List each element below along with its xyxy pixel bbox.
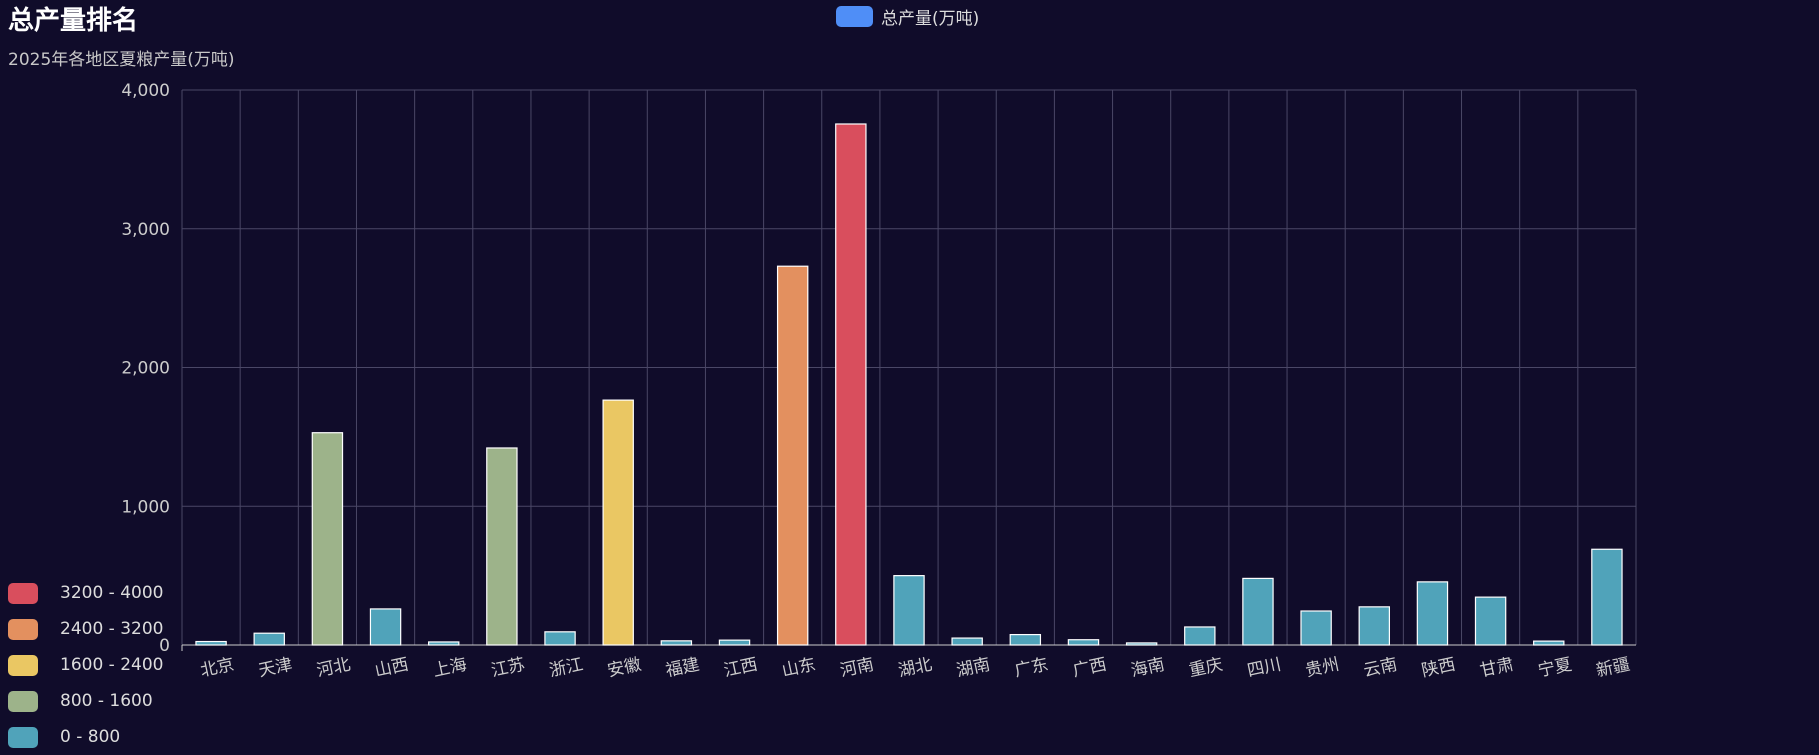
x-tick-label: 陕西 xyxy=(1420,655,1457,682)
bar[interactable] xyxy=(951,637,983,646)
visual-map-swatch xyxy=(8,618,38,640)
bar[interactable] xyxy=(1416,581,1449,646)
bar[interactable] xyxy=(660,640,693,646)
visual-map-swatch xyxy=(8,654,38,676)
bar[interactable] xyxy=(718,639,751,646)
x-tick-label: 四川 xyxy=(1245,655,1282,682)
visual-map-swatch xyxy=(8,726,38,748)
x-axis-labels: 北京 天津 河北 山西 上海 江苏 浙江 安徽 福建 江西 山东 河南 湖北 湖南 广东 广西 海南 重庆 四川 贵州… xyxy=(199,655,1632,682)
bar[interactable] xyxy=(1009,633,1042,646)
bar[interactable] xyxy=(1067,639,1100,646)
bar[interactable] xyxy=(1242,577,1274,646)
x-tick-label: 河北 xyxy=(315,655,352,682)
x-tick-label: 广东 xyxy=(1013,655,1050,682)
legend-swatch xyxy=(836,6,873,27)
y-tick-label: 1,000 xyxy=(121,497,170,517)
x-tick-label: 宁夏 xyxy=(1536,655,1573,682)
x-tick-label: 海南 xyxy=(1129,655,1166,682)
bar[interactable] xyxy=(602,399,634,646)
x-tick-label: 新疆 xyxy=(1594,655,1631,682)
x-tick-label: 山东 xyxy=(780,655,817,682)
bar[interactable] xyxy=(1474,596,1507,646)
x-tick-label: 甘肃 xyxy=(1478,655,1515,682)
visual-map-label: 1600 - 2400 xyxy=(60,655,164,675)
bar[interactable] xyxy=(311,432,344,646)
bar[interactable] xyxy=(544,631,576,646)
bar[interactable] xyxy=(1184,626,1216,646)
x-tick-label: 上海 xyxy=(431,655,468,682)
bar[interactable] xyxy=(1591,548,1623,646)
chart-title: 总产量排名 xyxy=(8,6,139,36)
visual-map-label: 3200 - 4000 xyxy=(60,583,164,603)
x-tick-label: 江苏 xyxy=(489,655,526,682)
bar[interactable] xyxy=(195,640,227,646)
x-tick-label: 湖南 xyxy=(955,655,992,682)
bar[interactable] xyxy=(1533,640,1565,646)
legend-label: 总产量(万吨) xyxy=(881,9,980,29)
x-tick-label: 福建 xyxy=(664,655,701,682)
visual-map-swatch xyxy=(8,582,38,604)
y-tick-label: 0 xyxy=(159,636,170,656)
bar[interactable] xyxy=(369,608,402,646)
bar[interactable] xyxy=(1125,642,1158,646)
visual-map-item[interactable]: 800 - 1600 xyxy=(8,683,163,719)
visual-map-item[interactable]: 1600 - 2400 xyxy=(8,647,163,683)
x-tick-label: 江西 xyxy=(722,655,759,682)
visual-map-label: 2400 - 3200 xyxy=(60,619,164,639)
x-tick-label: 广西 xyxy=(1071,655,1108,682)
bar[interactable] xyxy=(253,632,285,646)
x-tick-label: 北京 xyxy=(199,655,236,682)
chart-subtitle: 2025年各地区夏粮产量(万吨) xyxy=(8,50,235,70)
bar-series xyxy=(195,123,1623,646)
bar[interactable] xyxy=(1358,606,1391,646)
bar[interactable] xyxy=(486,447,518,646)
bar[interactable] xyxy=(776,265,809,646)
y-tick-label: 4,000 xyxy=(121,81,170,101)
x-tick-label: 云南 xyxy=(1362,655,1399,682)
legend-item-total-output[interactable]: 总产量(万吨) xyxy=(836,4,979,29)
bar[interactable] xyxy=(1300,610,1332,646)
x-tick-label: 湖北 xyxy=(897,655,934,682)
grid-lines xyxy=(181,89,1637,651)
x-tick-label: 天津 xyxy=(257,655,294,682)
visual-map-swatch xyxy=(8,690,38,712)
bar[interactable] xyxy=(893,575,925,646)
bar[interactable] xyxy=(835,123,867,646)
x-tick-label: 重庆 xyxy=(1187,655,1224,682)
visual-map-item[interactable]: 2400 - 3200 xyxy=(8,611,163,647)
visual-map-item[interactable]: 3200 - 4000 xyxy=(8,575,163,611)
x-tick-label: 安徽 xyxy=(606,655,643,682)
x-tick-label: 河南 xyxy=(838,655,875,682)
y-tick-label: 2,000 xyxy=(121,359,170,379)
visual-map-legend: 3200 - 4000 2400 - 3200 1600 - 2400 800 - 1… xyxy=(8,575,163,755)
visual-map-label: 800 - 1600 xyxy=(60,691,153,711)
x-tick-label: 贵州 xyxy=(1304,655,1341,682)
visual-map-item[interactable]: 0 - 800 xyxy=(8,719,163,755)
x-tick-label: 浙江 xyxy=(548,655,585,682)
y-axis-ticks: 0 1,000 2,000 3,000 4,000 xyxy=(121,81,170,656)
visual-map-label: 0 - 800 xyxy=(60,727,121,747)
x-tick-label: 山西 xyxy=(373,655,410,682)
y-tick-label: 3,000 xyxy=(121,220,170,240)
bar[interactable] xyxy=(427,641,460,646)
